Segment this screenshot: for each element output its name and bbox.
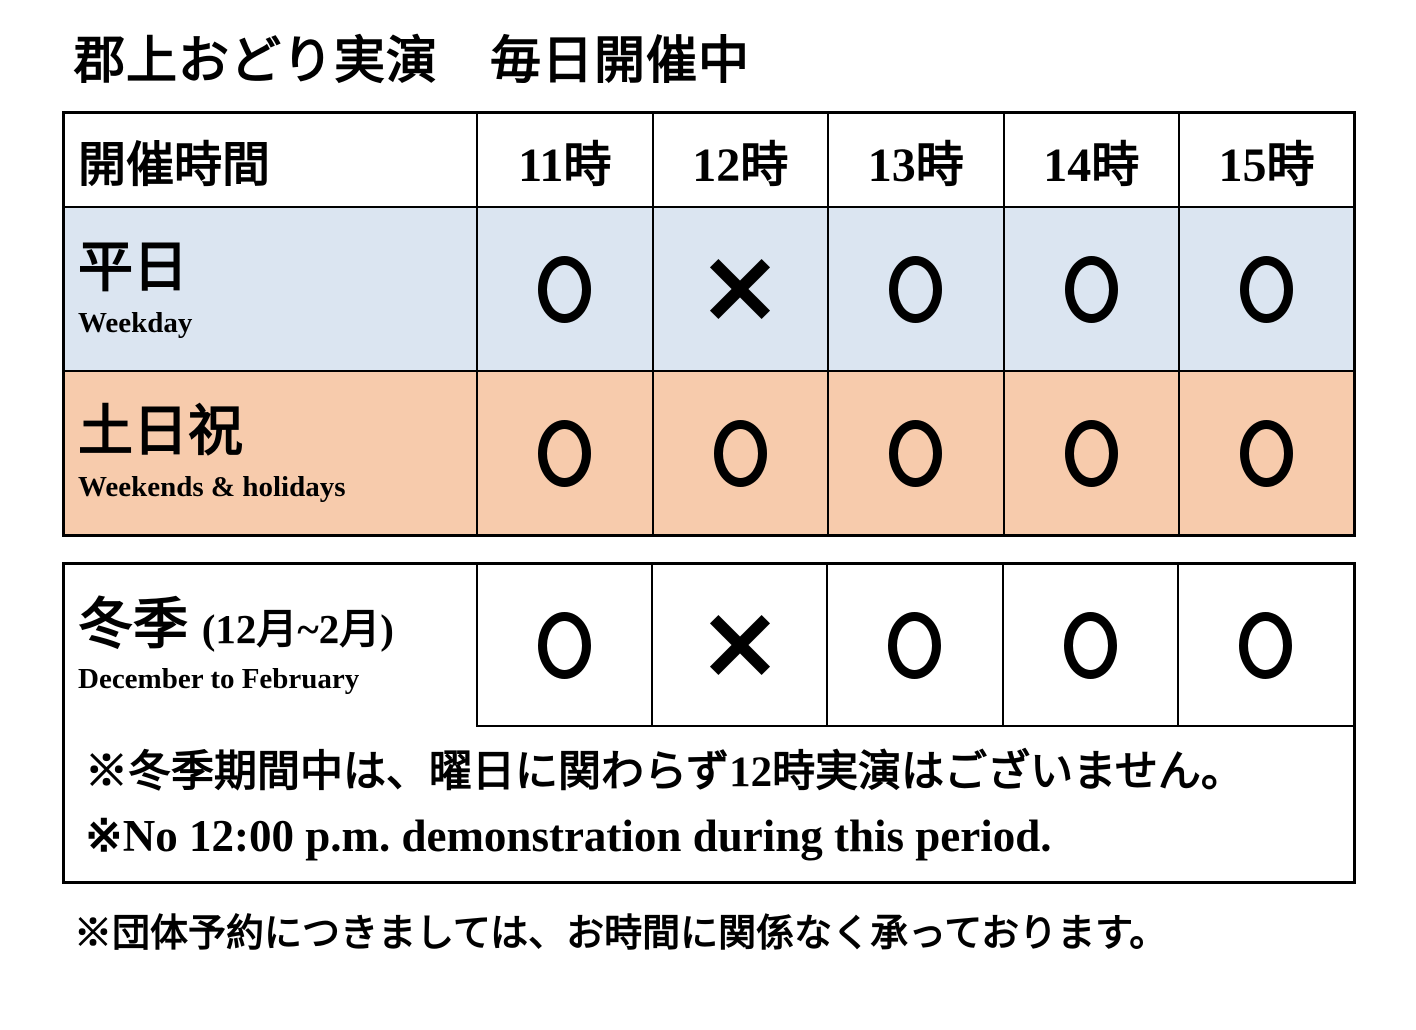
winter-label-en: December to February [78,663,360,696]
weekday-mark-cell-13 [827,206,1005,373]
winter-label-cell: 冬季 (12月~2月) December to February [65,565,477,726]
winter-notes: ※冬季期間中は、曜日に関わらず12時実演はございません。 ※No 12:00 p… [65,727,1353,881]
weekend-mark-cell-14 [1002,370,1180,537]
circle-mark [888,611,942,679]
weekend-label-jp: 土日祝 [78,401,244,463]
weekday-row: 平日 Weekday [62,206,1356,373]
circle-mark [1240,419,1293,487]
winter-note-jp: ※冬季期間中は、曜日に関わらず12時実演はございません。 [85,749,1244,797]
circle-mark [1063,611,1117,679]
weekday-mark-cell-15 [1178,206,1356,373]
weekday-label-cell: 平日 Weekday [62,206,478,373]
weekend-mark-cell-15 [1178,370,1356,537]
schedule-table: 開催時間 11時 12時 13時 14時 15時 平日 Weekday [62,111,1356,538]
winter-mark-cell-13 [826,565,1003,728]
weekend-label-en: Weekends & holidays [78,470,346,503]
time-header-11: 11時 [476,111,654,209]
circle-mark [538,255,592,323]
weekend-mark-cell-11 [476,370,654,537]
winter-table: 冬季 (12月~2月) December to February [65,565,1353,728]
time-header-15: 15時 [1178,111,1356,209]
winter-mark-cell-12 [651,565,828,728]
weekend-label-cell: 土日祝 Weekends & holidays [62,370,478,537]
weekend-mark-cell-13 [827,370,1005,537]
time-header-12: 12時 [651,111,829,209]
circle-mark [713,419,767,487]
circle-mark [1064,419,1118,487]
circle-mark [889,419,943,487]
weekday-label-jp: 平日 [78,237,189,299]
winter-mark-cell-15 [1176,565,1353,728]
header-label-cell: 開催時間 [62,111,478,209]
group-reservation-note: ※団体予約につきましては、お時間に関係なく承っております。 [74,913,1168,956]
weekday-mark-cell-12 [651,206,829,373]
time-header-13: 13時 [827,111,1005,209]
weekend-row: 土日祝 Weekends & holidays [62,370,1356,537]
winter-label-jp-text: 冬季 [78,593,189,655]
winter-row: 冬季 (12月~2月) December to February [65,565,1353,728]
winter-mark-cell-14 [1001,565,1178,728]
winter-note-en: ※No 12:00 p.m. demonstration during this… [85,810,1052,861]
weekend-mark-cell-12 [651,370,829,537]
circle-mark [1064,255,1118,323]
winter-section: 冬季 (12月~2月) December to February ※冬季期間中は… [62,562,1356,885]
circle-mark [1239,611,1293,679]
weekday-label-en: Weekday [78,306,193,339]
circle-mark [1240,255,1293,323]
time-header-14: 14時 [1002,111,1180,209]
winter-label-jp: 冬季 (12月~2月) [78,593,475,656]
cross-mark [712,259,768,319]
schedule-header-row: 開催時間 11時 12時 13時 14時 15時 [62,111,1356,209]
cross-mark [712,615,768,675]
circle-mark [538,419,592,487]
winter-mark-cell-11 [475,565,653,728]
weekday-mark-cell-11 [476,206,654,373]
weekday-mark-cell-14 [1002,206,1180,373]
circle-mark [538,611,592,679]
circle-mark [889,255,943,323]
page-title: 郡上おどり実演 毎日開催中 [74,34,751,90]
winter-period-text: (12月~2月) [201,605,394,652]
